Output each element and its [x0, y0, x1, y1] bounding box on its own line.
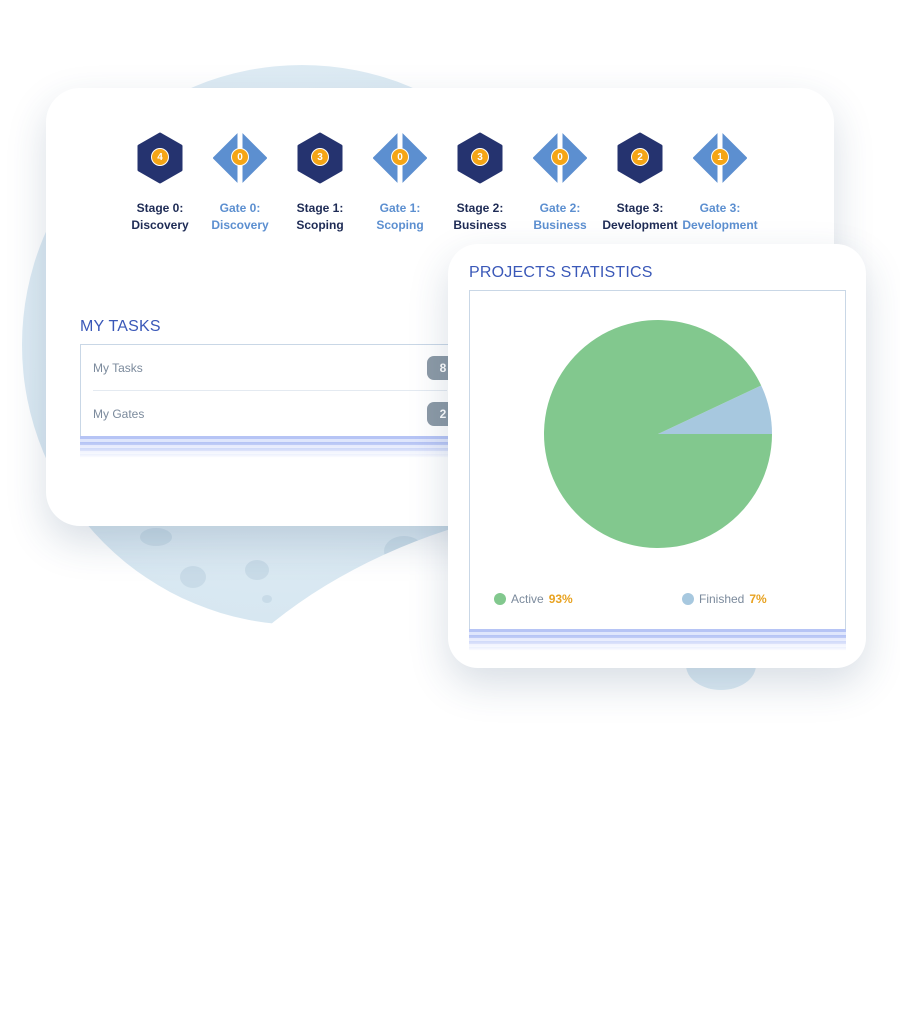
legend-swatch — [682, 593, 694, 605]
my-tasks-title: MY TASKS — [80, 318, 161, 335]
stage-count-badge: 0 — [231, 148, 249, 166]
stage-label-line: Stage 3: — [616, 201, 664, 215]
stage-item[interactable]: 3 Stage 1: Scoping — [280, 132, 360, 234]
stage-count-badge: 0 — [551, 148, 569, 166]
gate-item[interactable]: 0 Gate 0: Discovery — [200, 132, 280, 234]
stage-item[interactable]: 4 Stage 0: Discovery — [120, 132, 200, 234]
stage-label-line: Gate 3: — [699, 201, 741, 215]
my-tasks-panel: My Tasks 8 My Gates 2 — [80, 344, 460, 436]
task-row-my-gates[interactable]: My Gates 2 — [93, 390, 459, 436]
pipeline-stages: 4 Stage 0: Discovery 0 Gate 0: Discovery 3 Stag… — [120, 132, 760, 234]
stage-count-badge: 0 — [391, 148, 409, 166]
hexagon-icon: 2 — [612, 132, 668, 184]
background-crater — [180, 566, 206, 588]
stage-label-line: Scoping — [376, 218, 424, 232]
stage-count-badge: 4 — [151, 148, 169, 166]
stage-label-line: Development — [602, 218, 678, 232]
gate-item[interactable]: 1 Gate 3: Development — [680, 132, 760, 234]
stage-label: Gate 1: Scoping — [376, 200, 423, 234]
stage-label: Stage 1: Scoping — [296, 200, 343, 234]
stage-label: Stage 0: Discovery — [131, 200, 188, 234]
stage-label-line: Gate 1: — [379, 201, 421, 215]
legend-label: Active — [511, 592, 544, 606]
tasks-panel-footer-stripe — [80, 436, 460, 458]
stage-count-badge: 2 — [631, 148, 649, 166]
pie-chart — [544, 319, 772, 548]
stage-label: Gate 0: Discovery — [211, 200, 268, 234]
stage-item[interactable]: 3 Stage 2: Business — [440, 132, 520, 234]
gate-item[interactable]: 0 Gate 2: Business — [520, 132, 600, 234]
stage-label-line: Gate 0: — [219, 201, 261, 215]
stage-label-line: Business — [453, 218, 507, 232]
hexagon-icon: 3 — [452, 132, 508, 184]
task-row-my-tasks[interactable]: My Tasks 8 — [93, 345, 459, 390]
diamond-gate-icon: 0 — [532, 132, 588, 184]
task-row-label: My Gates — [93, 406, 145, 421]
diamond-gate-icon: 1 — [692, 132, 748, 184]
legend-swatch — [494, 593, 506, 605]
background-crater — [245, 560, 269, 580]
stage-label: Gate 2: Business — [533, 200, 586, 234]
projects-statistics-panel: Active 93% Finished 7% — [469, 290, 846, 630]
stats-panel-footer-stripe — [469, 629, 846, 651]
legend-label: Finished — [699, 592, 745, 606]
projects-statistics-card: PROJECTS STATISTICS Active 93% Finished … — [448, 244, 866, 668]
task-row-label: My Tasks — [93, 360, 143, 375]
stage-label: Stage 2: Business — [453, 200, 506, 234]
stage-label-line: Stage 0: — [136, 201, 184, 215]
stage-label-line: Development — [682, 218, 758, 232]
hexagon-icon: 3 — [292, 132, 348, 184]
pie-slice-active[interactable] — [544, 319, 772, 548]
gate-item[interactable]: 0 Gate 1: Scoping — [360, 132, 440, 234]
legend-item-finished[interactable]: Finished 7% — [682, 592, 767, 606]
legend-percent: 93% — [548, 592, 573, 606]
projects-statistics-title: PROJECTS STATISTICS — [469, 264, 653, 281]
pie-slice-finished[interactable] — [658, 385, 772, 434]
legend-percent: 7% — [749, 592, 767, 606]
stage-count-badge: 3 — [311, 148, 329, 166]
diamond-gate-icon: 0 — [372, 132, 428, 184]
stage-item[interactable]: 2 Stage 3: Development — [600, 132, 680, 234]
stage-label-line: Stage 2: — [456, 201, 504, 215]
stage-label-line: Stage 1: — [296, 201, 344, 215]
background-crater — [140, 528, 172, 546]
stage-label-line: Discovery — [211, 218, 269, 232]
diamond-gate-icon: 0 — [212, 132, 268, 184]
stage-count-badge: 1 — [711, 148, 729, 166]
legend-item-active[interactable]: Active 93% — [494, 592, 573, 606]
stage-label-line: Business — [533, 218, 587, 232]
stage-count-badge: 3 — [471, 148, 489, 166]
stage-label-line: Gate 2: — [539, 201, 581, 215]
stage-label-line: Scoping — [296, 218, 344, 232]
stage-label: Gate 3: Development — [682, 200, 757, 234]
stage-label-line: Discovery — [131, 218, 189, 232]
hexagon-icon: 4 — [132, 132, 188, 184]
background-crater — [262, 595, 272, 603]
stage-label: Stage 3: Development — [602, 200, 677, 234]
